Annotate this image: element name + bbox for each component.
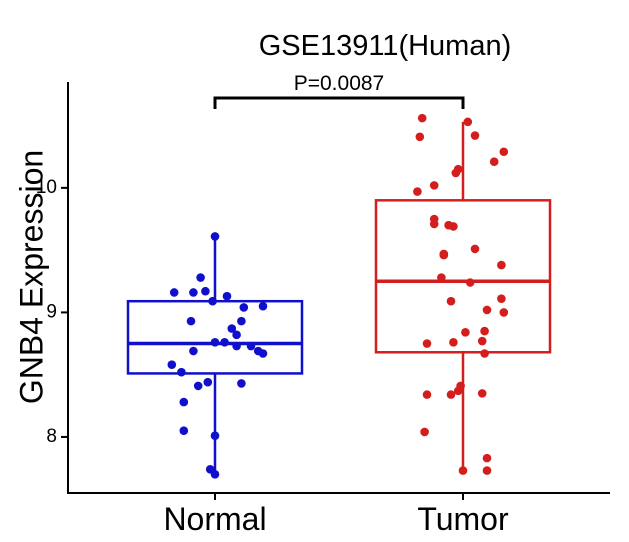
data-point [465, 278, 475, 287]
data-point [480, 326, 489, 336]
y-tick-label: 8 [46, 426, 57, 447]
data-point [482, 305, 492, 315]
data-point [179, 426, 189, 436]
data-point [422, 339, 432, 348]
chart-title: GSE13911(Human) [259, 30, 512, 62]
y-tick-label: 10 [36, 177, 57, 198]
data-point [415, 132, 425, 142]
data-point [482, 453, 492, 463]
box-iqr [374, 199, 552, 354]
data-point [449, 338, 458, 347]
data-point [232, 330, 241, 340]
data-point [429, 219, 439, 229]
data-points [167, 113, 509, 479]
data-point [499, 308, 509, 317]
data-point [429, 181, 439, 190]
data-point [449, 222, 458, 231]
data-point [210, 431, 220, 441]
data-point [210, 470, 220, 479]
y-axis-label: GNB4 Expression [13, 150, 49, 404]
data-point [193, 381, 203, 391]
x-ticks: Normal Tumor [163, 493, 509, 537]
data-point [470, 244, 480, 254]
data-point [477, 389, 487, 398]
data-point [227, 324, 237, 333]
data-point [437, 273, 446, 282]
p-value-label: P=0.0087 [294, 72, 385, 95]
data-point [258, 349, 268, 358]
data-point [489, 157, 499, 167]
data-point [237, 316, 246, 326]
data-point [210, 338, 220, 347]
data-point [458, 466, 468, 475]
data-point [461, 328, 470, 337]
significance-bracket [213, 96, 465, 109]
data-point [222, 291, 232, 301]
data-point [480, 349, 489, 358]
data-point [446, 390, 456, 399]
data-point [189, 288, 198, 297]
data-point [246, 341, 256, 351]
data-point [413, 187, 422, 196]
data-point [417, 113, 427, 123]
data-point [208, 296, 217, 306]
data-point [179, 397, 189, 407]
boxes [126, 121, 552, 475]
box-tumor [374, 121, 552, 472]
data-point [186, 316, 196, 326]
data-point [210, 232, 220, 241]
box-iqr [126, 299, 304, 375]
data-point [499, 147, 509, 157]
data-point [477, 336, 487, 346]
data-point [232, 341, 241, 351]
data-point [258, 301, 268, 311]
y-tick-label: 9 [46, 301, 57, 322]
data-point [196, 273, 205, 282]
y-ticks: 8 9 10 [36, 177, 68, 447]
data-point [497, 294, 506, 304]
data-point [451, 168, 461, 178]
x-tick-label: Normal [163, 501, 266, 537]
data-point [482, 466, 492, 475]
data-point [239, 303, 249, 312]
data-point [420, 427, 429, 437]
data-point [422, 390, 432, 399]
data-point [203, 377, 213, 387]
data-point [220, 338, 229, 347]
data-point [237, 379, 246, 388]
data-point [177, 367, 186, 377]
significance-annotation: P=0.0087 [213, 72, 465, 109]
x-tick-label: Tumor [417, 501, 509, 537]
y-axis-label-group: GNB4 Expression [13, 150, 49, 404]
data-point [201, 286, 210, 296]
data-point [463, 117, 473, 127]
data-point [169, 288, 179, 297]
data-point [497, 260, 506, 270]
data-point [167, 360, 177, 370]
data-point [446, 296, 456, 306]
data-point [453, 386, 463, 396]
data-point [470, 131, 480, 140]
data-point [439, 249, 449, 259]
data-point [189, 346, 198, 356]
